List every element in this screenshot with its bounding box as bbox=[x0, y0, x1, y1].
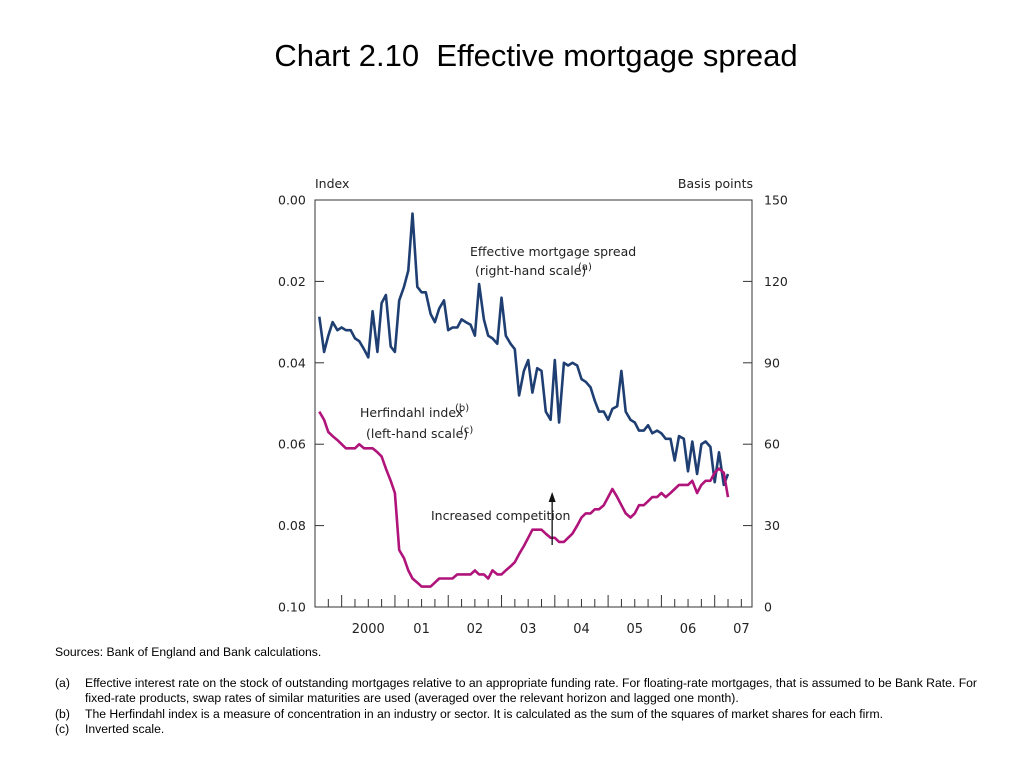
spread-annotation-scale: (right-hand scale) bbox=[475, 263, 586, 278]
left-axis-tick-label: 0.08 bbox=[278, 518, 306, 533]
footnote-text: Inverted scale. bbox=[85, 722, 165, 737]
increased-competition-arrow-head bbox=[548, 492, 556, 502]
plot-frame bbox=[314, 199, 753, 608]
footnote-a: (a) Effective interest rate on the stock… bbox=[55, 676, 1010, 707]
x-axis-tick-label: 03 bbox=[520, 622, 537, 637]
effective-mortgage-spread-line bbox=[318, 212, 730, 487]
spread-annotation-footnote: (a) bbox=[578, 262, 592, 273]
x-axis-tick-label: 07 bbox=[733, 622, 750, 637]
spread-annotation: Effective mortgage spread bbox=[470, 244, 636, 259]
right-axis-tick-label: 120 bbox=[764, 274, 788, 289]
herfindahl-annotation: Herfindahl index bbox=[360, 405, 463, 420]
x-axis-tick-label: 06 bbox=[680, 622, 697, 637]
x-axis-tick-label: 05 bbox=[626, 622, 643, 637]
right-axis-tick-label: 90 bbox=[764, 355, 780, 370]
herfindahl-index-line bbox=[318, 410, 730, 588]
footnote-text: Effective interest rate on the stock of … bbox=[85, 675, 977, 706]
footnote-b: (b) The Herfindahl index is a measure of… bbox=[55, 707, 1010, 723]
left-axis-tick-label: 0.00 bbox=[278, 193, 306, 208]
right-axis-label: Basis points bbox=[678, 176, 753, 191]
footnote-c: (c) Inverted scale. bbox=[55, 722, 1010, 738]
right-axis-tick-label: 30 bbox=[764, 518, 780, 533]
x-axis-tick-label: 04 bbox=[573, 622, 590, 637]
footnote-marker: (a) bbox=[55, 675, 70, 690]
left-axis-label: Index bbox=[315, 176, 349, 191]
sources-note: Sources: Bank of England and Bank calcul… bbox=[55, 645, 322, 659]
left-axis-tick-label: 0.10 bbox=[278, 600, 306, 615]
increased-competition-label: Increased competition bbox=[431, 508, 570, 523]
chart-notes: Sources: Bank of England and Bank calcul… bbox=[55, 645, 1010, 738]
herfindahl-annotation-footnote-c: (c) bbox=[460, 425, 473, 436]
footnote-marker: (b) bbox=[55, 706, 70, 721]
footnote-marker: (c) bbox=[55, 722, 70, 737]
left-axis-tick-label: 0.02 bbox=[278, 274, 306, 289]
herfindahl-annotation-scale: (left-hand scale) bbox=[366, 426, 468, 441]
effective-mortgage-spread-chart: 0.00 0.02 0.04 0.06 0.08 0.10 150 120 90 60 30 0 Ind… bbox=[278, 176, 788, 637]
x-axis-tick-label: 02 bbox=[467, 622, 484, 637]
page-title: Chart 2.10 Effective mortgage spread bbox=[274, 38, 798, 73]
left-axis-tick-label: 0.04 bbox=[278, 355, 306, 370]
x-axis-tick-label: 01 bbox=[413, 622, 430, 637]
herfindahl-annotation-footnote-b: (b) bbox=[455, 403, 469, 414]
right-axis-tick-label: 150 bbox=[764, 193, 788, 208]
right-axis-tick-label: 60 bbox=[764, 437, 780, 452]
left-axis-tick-label: 0.06 bbox=[278, 437, 306, 452]
right-axis-tick-label: 0 bbox=[764, 600, 772, 615]
x-axis-tick-label: 2000 bbox=[352, 622, 385, 637]
footnote-text: The Herfindahl index is a measure of con… bbox=[85, 706, 883, 721]
